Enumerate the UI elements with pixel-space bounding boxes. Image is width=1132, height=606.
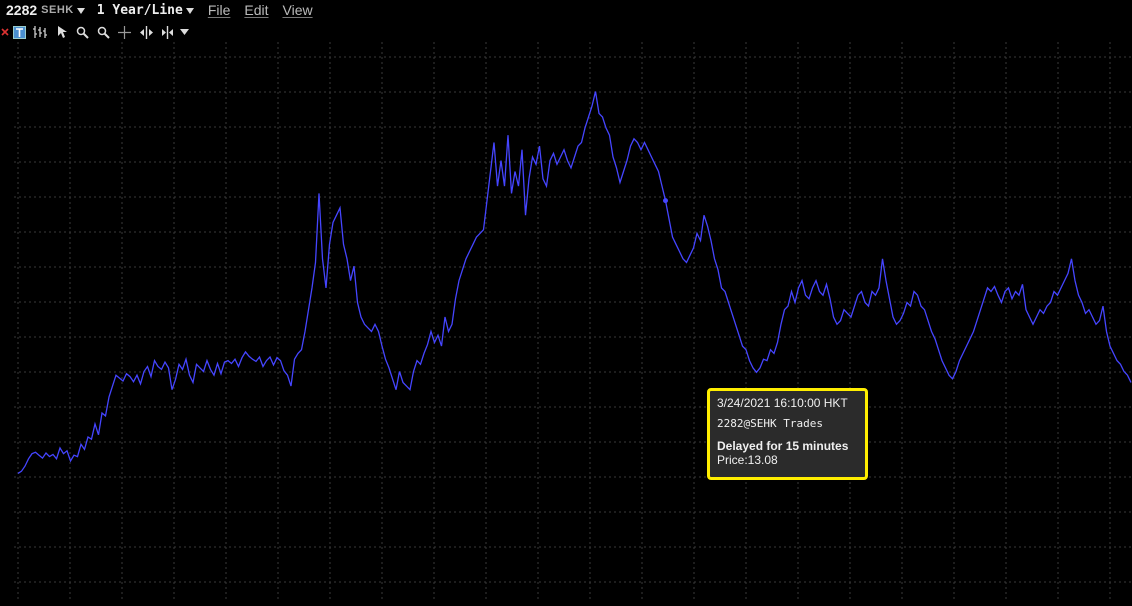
dropdown-caret-icon[interactable] xyxy=(178,24,190,40)
price-line xyxy=(17,91,1132,474)
chart-toolbar xyxy=(0,22,1132,42)
crosshair-icon[interactable] xyxy=(117,24,131,40)
zoom-in-icon[interactable] xyxy=(75,24,89,40)
close-icon[interactable] xyxy=(0,24,10,40)
zoom-out-icon[interactable] xyxy=(96,24,110,40)
menu-view[interactable]: View xyxy=(282,2,313,18)
bar-chart-icon[interactable] xyxy=(32,24,48,40)
title-bar: 2282 SEHK 1 Year/Line File Edit View xyxy=(0,0,1132,20)
tooltip-delay: Delayed for 15 minutes xyxy=(717,439,849,453)
exchange-label[interactable]: SEHK xyxy=(41,4,74,16)
contract-horizontal-icon[interactable] xyxy=(159,24,175,40)
menu-file[interactable]: File xyxy=(207,2,231,18)
tooltip-source: 2282@SEHK Trades xyxy=(717,417,823,430)
symbol-dropdown-icon[interactable] xyxy=(76,8,85,14)
tooltip-datetime: 3/24/2021 16:10:00 HKT xyxy=(717,396,848,410)
expand-horizontal-icon[interactable] xyxy=(138,24,154,40)
symbol-label[interactable]: 2282 xyxy=(6,2,38,18)
price-tooltip: 3/24/2021 16:10:00 HKT 2282@SEHK Trades … xyxy=(707,388,868,480)
price-chart[interactable] xyxy=(0,42,1132,601)
tooltip-price: Price:13.08 xyxy=(717,453,778,467)
menu-edit[interactable]: Edit xyxy=(244,2,269,18)
cursor-icon[interactable] xyxy=(55,24,69,40)
period-selector[interactable]: 1 Year/Line xyxy=(96,2,183,18)
period-dropdown-icon[interactable] xyxy=(185,8,194,14)
hover-point xyxy=(663,198,668,204)
text-tool-icon[interactable] xyxy=(12,24,26,40)
